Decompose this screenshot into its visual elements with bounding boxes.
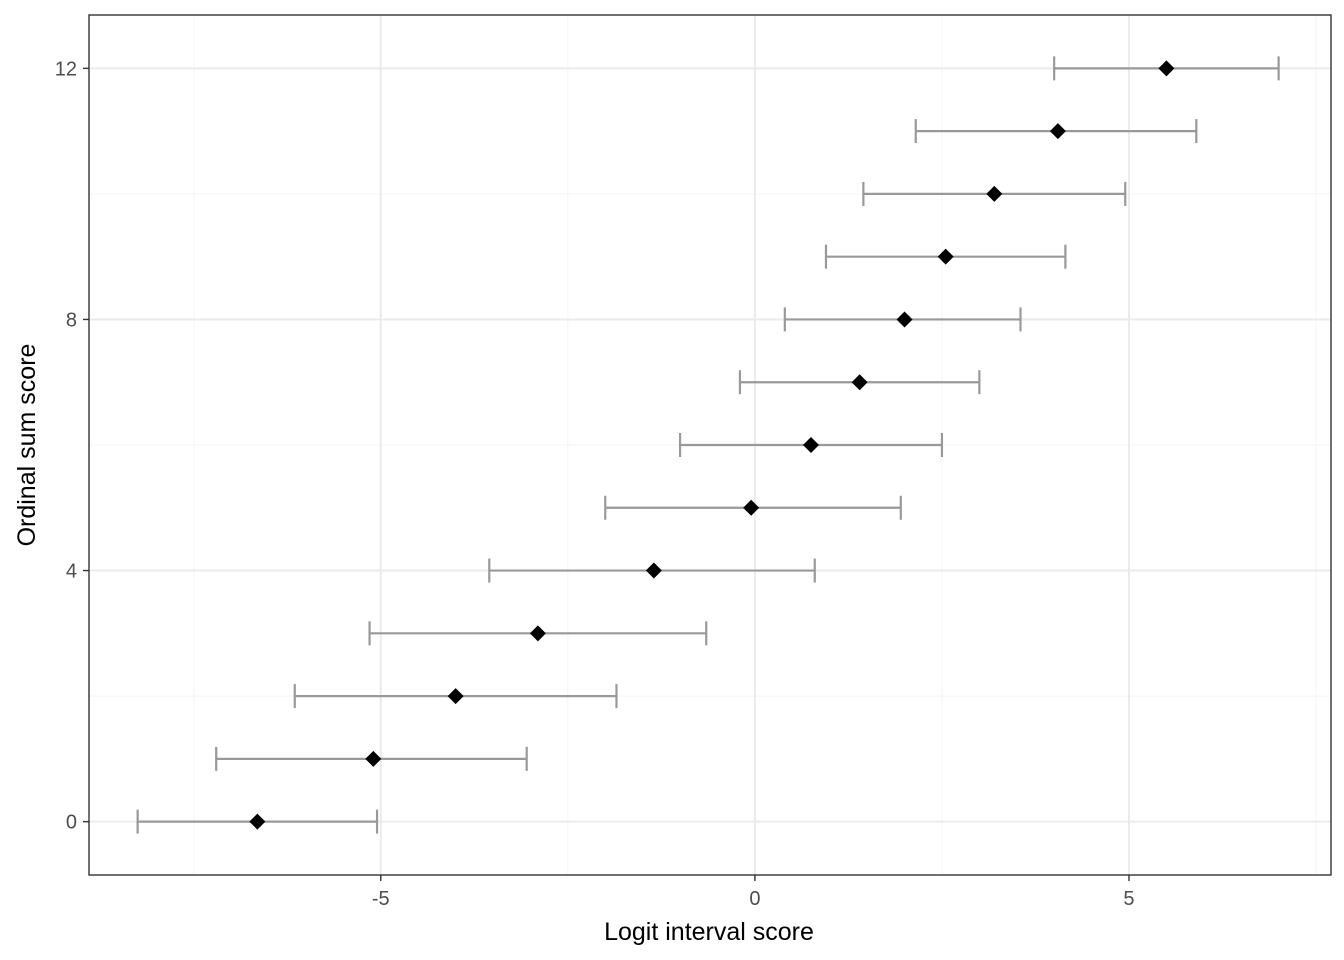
data-point — [1158, 60, 1175, 77]
data-point — [851, 374, 868, 391]
y-tick-label: 12 — [55, 58, 77, 80]
points — [249, 60, 1175, 830]
data-point — [645, 562, 662, 579]
data-point — [249, 813, 266, 830]
y-tick-label: 4 — [66, 561, 77, 583]
data-point — [365, 750, 382, 767]
x-axis-title: Logit interval score — [604, 918, 814, 946]
x-tick-label: 5 — [1123, 888, 1134, 910]
data-point — [1049, 123, 1066, 140]
data-point — [896, 311, 913, 328]
data-point — [937, 248, 954, 265]
x-tick-label: 0 — [749, 888, 760, 910]
x-tick-label: -5 — [372, 888, 390, 910]
y-tick-label: 8 — [66, 309, 77, 331]
y-tick-label: 0 — [66, 812, 77, 834]
data-point — [743, 499, 760, 516]
panel-border — [88, 14, 1332, 876]
data-point — [803, 437, 820, 453]
axis-ticks — [83, 67, 1130, 881]
tick-labels: -5 0 5 0 4 8 12 — [55, 58, 1135, 910]
data-point — [529, 625, 546, 642]
data-point — [986, 185, 1003, 202]
data-point — [447, 688, 464, 705]
y-axis-title: Ordinal sum score — [13, 344, 41, 547]
